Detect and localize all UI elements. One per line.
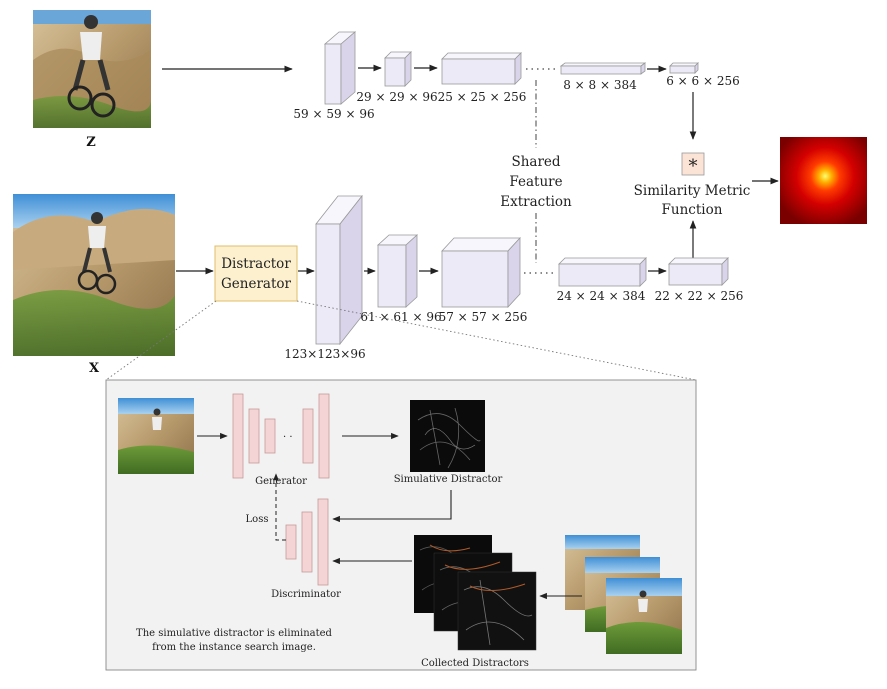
similarity-label-2: Function xyxy=(662,202,723,218)
top-block-5 xyxy=(669,62,699,74)
gan-discriminator xyxy=(285,498,329,586)
x-label: X xyxy=(89,361,100,376)
bottom-dim-1: 123×123×96 xyxy=(284,347,365,361)
top-dim-4: 8 × 8 × 384 xyxy=(563,78,637,92)
source-images-stack xyxy=(565,535,682,654)
top-dim-1: 59 × 59 × 96 xyxy=(293,107,374,121)
top-block-3 xyxy=(441,52,522,85)
loss-label: Loss xyxy=(246,514,269,525)
bottom-block-1 xyxy=(315,194,363,346)
top-dim-2: 29 × 29 × 96 xyxy=(356,90,437,104)
gan-generator: · · xyxy=(232,393,330,479)
similarity-label-1: Similarity Metric xyxy=(634,183,751,199)
response-map xyxy=(780,137,867,224)
correlation-symbol: * xyxy=(689,156,698,177)
collected-distractors-label: Collected Distractors xyxy=(421,658,529,669)
discriminator-label: Discriminator xyxy=(271,589,341,600)
distractor-generator-line2: Generator xyxy=(221,276,292,292)
inset-note-line1: The simulative distractor is eliminated xyxy=(136,628,333,639)
svg-text:· ·: · · xyxy=(283,432,293,443)
bottom-block-3 xyxy=(441,236,521,309)
search-image-x xyxy=(13,194,175,356)
inset-note-line2: from the instance search image. xyxy=(152,642,316,653)
top-block-1 xyxy=(323,31,357,105)
shared-label-3: Extraction xyxy=(500,194,572,210)
distractor-generator-line1: Distractor xyxy=(221,256,291,272)
bottom-dim-5: 22 × 22 × 256 xyxy=(655,289,744,303)
distractor-generator-box xyxy=(214,245,298,302)
generator-label: Generator xyxy=(255,476,307,487)
template-image-z xyxy=(33,10,151,128)
bottom-block-5 xyxy=(668,257,729,286)
shared-label-1: Shared xyxy=(511,154,560,170)
bottom-block-2 xyxy=(376,234,419,308)
collected-distractors-stack xyxy=(414,535,537,651)
shared-label-2: Feature xyxy=(509,174,562,190)
top-block-4 xyxy=(559,62,647,75)
top-block-2 xyxy=(384,51,412,87)
gan-input-image xyxy=(118,398,194,474)
top-dim-5: 6 × 6 × 256 xyxy=(666,74,740,88)
bottom-dim-4: 24 × 24 × 384 xyxy=(557,289,646,303)
bottom-block-4 xyxy=(558,257,647,287)
bottom-dim-2: 61 × 61 × 96 xyxy=(360,310,441,324)
z-label: Z xyxy=(86,135,96,150)
correlation-box xyxy=(681,152,705,176)
bottom-dim-3: 57 × 57 × 256 xyxy=(439,310,528,324)
simulative-distractor-label: Simulative Distractor xyxy=(394,474,503,485)
loss-feedback-arrow xyxy=(273,473,286,541)
top-dim-3: 25 × 25 × 256 xyxy=(438,90,527,104)
simulative-distractor-image xyxy=(410,400,485,472)
